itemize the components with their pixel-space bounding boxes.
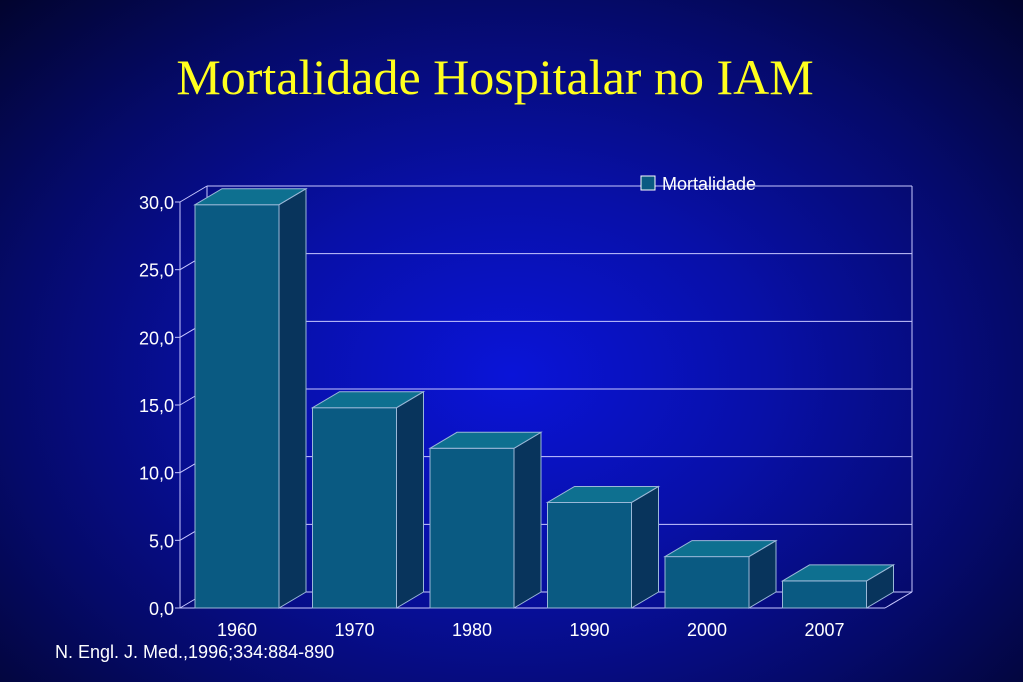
bar-2007 bbox=[780, 564, 896, 609]
bar-side bbox=[513, 431, 542, 609]
x-tick-label: 1960 bbox=[217, 620, 257, 640]
y-tick-label: 5,0 bbox=[149, 531, 174, 551]
bar-side bbox=[631, 485, 659, 609]
gridline-connector bbox=[179, 185, 208, 203]
bar-1980 bbox=[428, 431, 543, 609]
x-tick-label: 2007 bbox=[804, 620, 844, 640]
bar-front bbox=[664, 556, 750, 609]
bar-front bbox=[429, 447, 515, 609]
bar-top bbox=[310, 391, 426, 409]
bar-1960 bbox=[193, 187, 308, 609]
y-tick-label: 10,0 bbox=[139, 464, 174, 484]
y-tick-label: 20,0 bbox=[139, 328, 174, 348]
bar-top bbox=[780, 564, 896, 582]
bar-side bbox=[278, 187, 307, 609]
floor-right-edge bbox=[884, 591, 913, 609]
bar-top bbox=[663, 540, 778, 558]
bar-top bbox=[428, 431, 543, 449]
y-tick-label: 30,0 bbox=[139, 193, 174, 213]
x-tick-label: 1970 bbox=[334, 620, 374, 640]
bar-1990 bbox=[545, 485, 661, 609]
legend-swatch bbox=[640, 175, 656, 191]
bar-side bbox=[396, 390, 424, 609]
bar-top bbox=[545, 485, 661, 503]
tick-labels: 0,0 5,0 10,0 15,0 20,0 25,0 30,0 1960 1970 1980 19… bbox=[139, 193, 845, 640]
bar-front bbox=[312, 407, 397, 609]
bar-front bbox=[194, 204, 280, 609]
bar-front bbox=[782, 580, 867, 609]
legend: Mortalidade bbox=[640, 174, 756, 194]
axes bbox=[175, 186, 913, 609]
x-tick-label: 1980 bbox=[452, 620, 492, 640]
chart-title: Mortalidade Hospitalar no IAM bbox=[176, 49, 814, 105]
source-citation: N. Engl. J. Med.,1996;334:884-890 bbox=[55, 642, 335, 662]
y-tick-label: 15,0 bbox=[139, 396, 174, 416]
bar-top bbox=[193, 188, 308, 206]
y-tick-label: 25,0 bbox=[139, 261, 174, 281]
bar-1970 bbox=[310, 390, 426, 609]
x-tick-label: 2000 bbox=[687, 620, 727, 640]
y-tick-label: 0,0 bbox=[149, 599, 174, 619]
legend-label: Mortalidade bbox=[662, 174, 756, 194]
bars bbox=[193, 187, 896, 609]
x-tick-label: 1990 bbox=[569, 620, 609, 640]
bar-2000 bbox=[663, 539, 778, 609]
bar-front bbox=[547, 501, 632, 609]
